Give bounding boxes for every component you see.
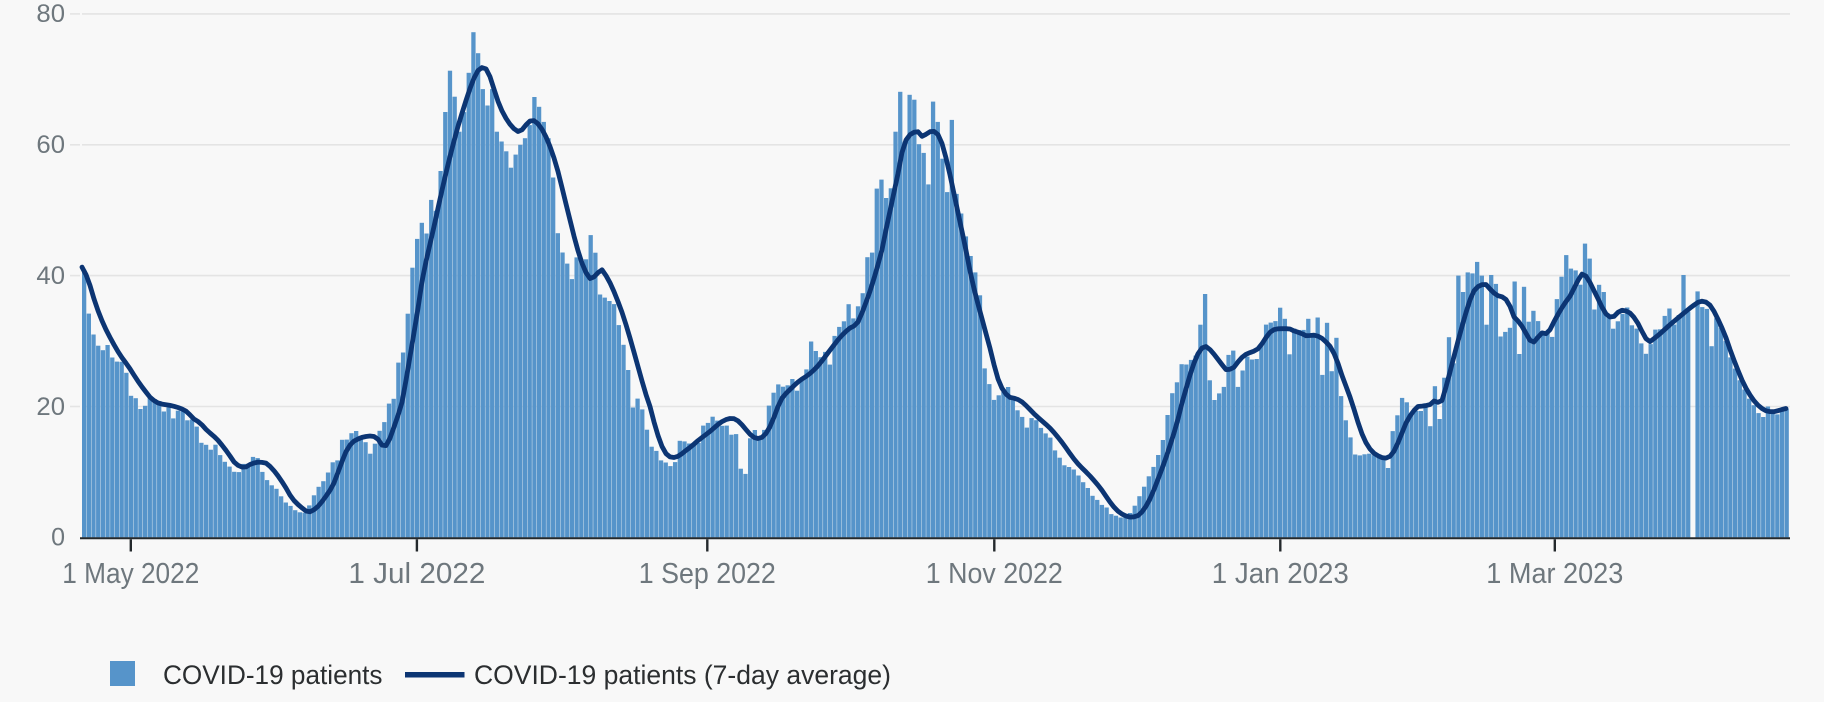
svg-text:60: 60 — [36, 131, 65, 159]
svg-text:40: 40 — [36, 262, 65, 290]
svg-text:1 Jul 2022: 1 Jul 2022 — [348, 558, 485, 590]
svg-text:80: 80 — [36, 0, 65, 28]
svg-text:1 May 2022: 1 May 2022 — [62, 558, 199, 590]
svg-text:COVID-19 patients: COVID-19 patients — [163, 660, 383, 690]
svg-text:COVID-19 patients (7-day avera: COVID-19 patients (7-day average) — [474, 660, 891, 690]
svg-text:1 Jan 2023: 1 Jan 2023 — [1212, 558, 1349, 590]
svg-text:1 Nov 2022: 1 Nov 2022 — [926, 558, 1063, 590]
svg-text:20: 20 — [36, 393, 65, 421]
svg-text:1 Mar 2023: 1 Mar 2023 — [1486, 558, 1623, 590]
svg-text:0: 0 — [51, 524, 65, 552]
svg-text:1 Sep 2022: 1 Sep 2022 — [639, 558, 776, 590]
